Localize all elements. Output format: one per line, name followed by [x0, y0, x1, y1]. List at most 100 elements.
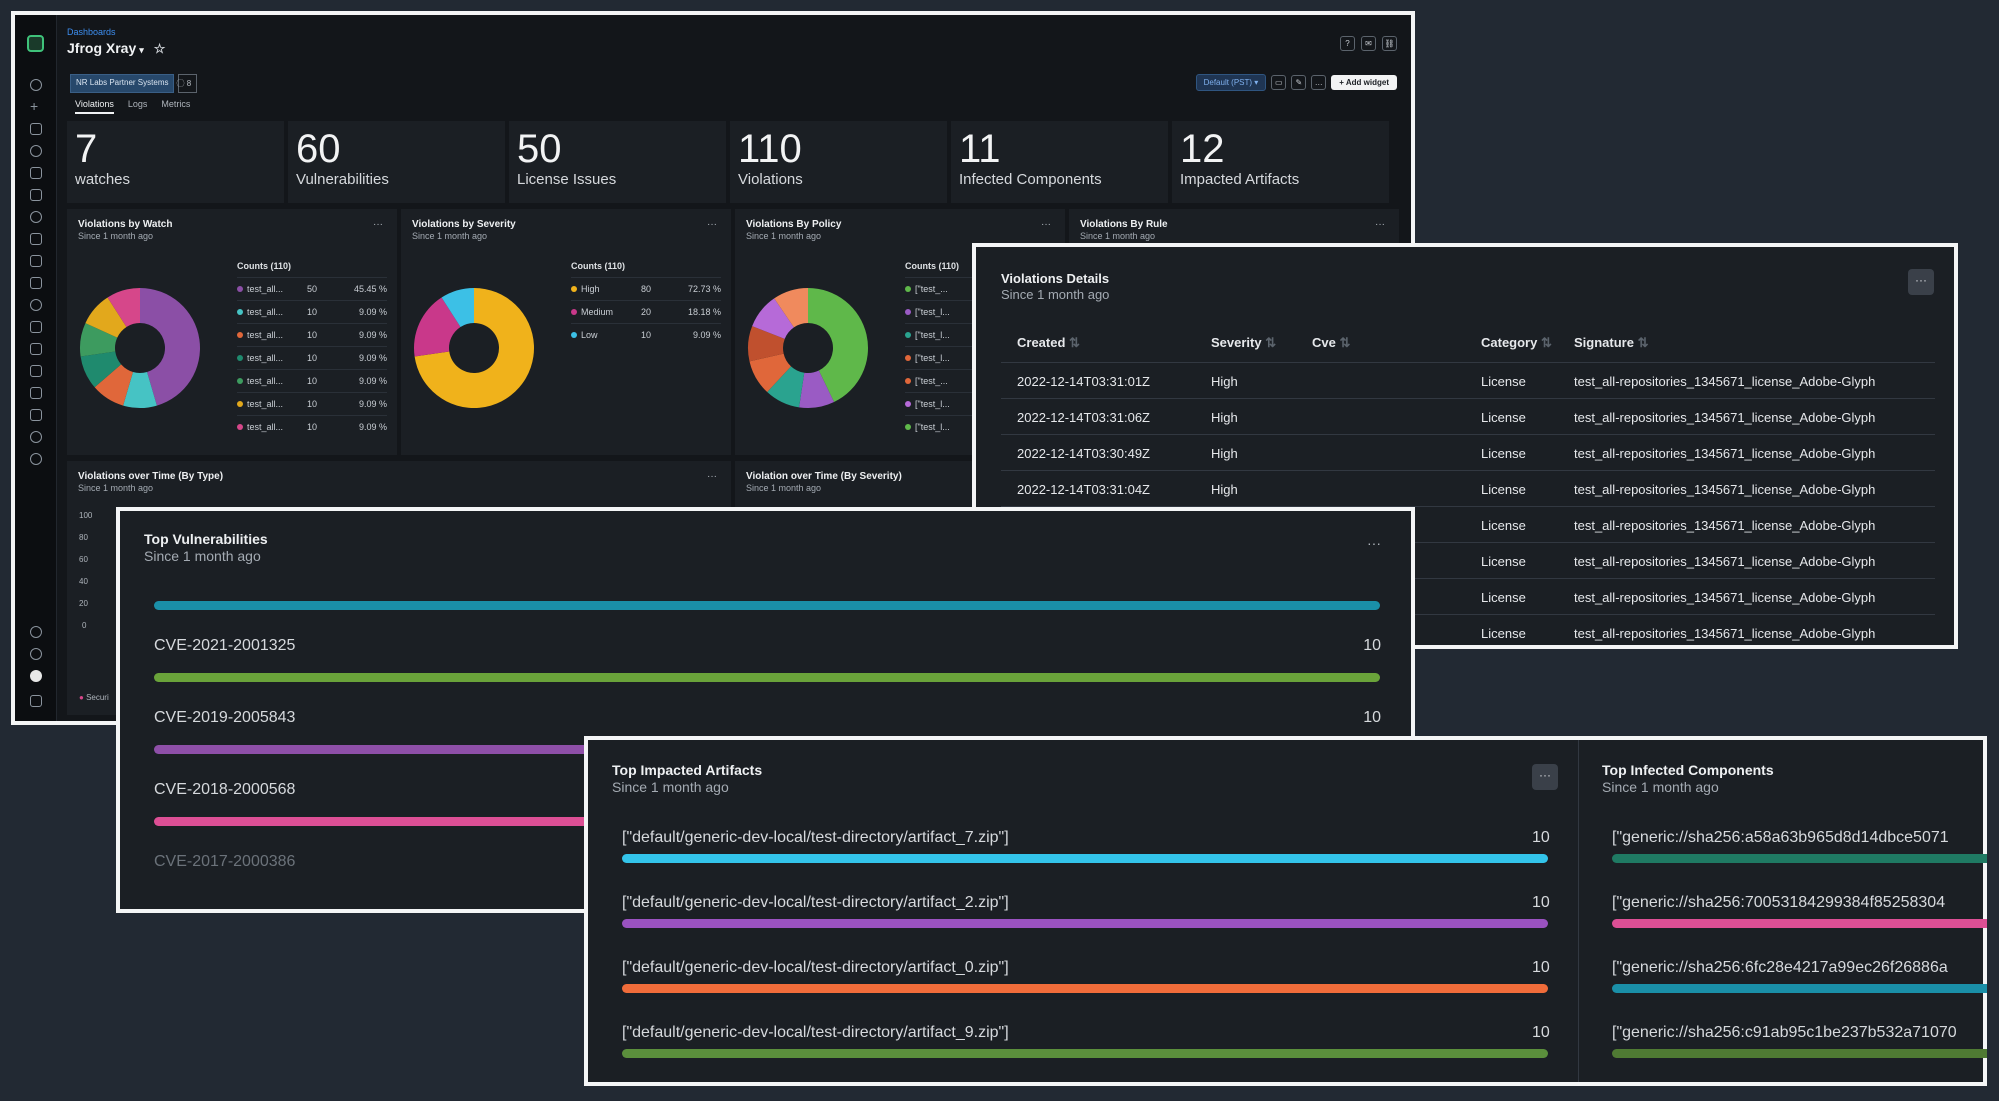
component-bar[interactable] [1612, 919, 1987, 928]
kpi-license-issues[interactable]: 50 License Issues [509, 121, 726, 203]
infra-icon[interactable] [30, 255, 42, 267]
help-icon[interactable] [30, 626, 42, 638]
kpi-impacted-artifacts[interactable]: 12 Impacted Artifacts [1172, 121, 1389, 203]
vulnerability-bar[interactable] [154, 601, 1380, 610]
counts-row[interactable]: Low 10 9.09 % [571, 323, 721, 346]
component-label[interactable]: ["generic://sha256:70053184299384f852583… [1612, 894, 1946, 911]
link-icon[interactable]: ⛓ [1382, 36, 1397, 51]
add-icon[interactable]: + [30, 98, 39, 114]
collapse-nav-icon[interactable] [30, 695, 42, 707]
counts-row[interactable]: ["test_l... [905, 415, 975, 438]
counts-row[interactable]: test_all... 10 9.09 % [237, 323, 387, 346]
counts-row[interactable]: Medium 20 18.18 % [571, 300, 721, 323]
artifact-label[interactable]: ["default/generic-dev-local/test-directo… [622, 829, 1009, 846]
table-row[interactable]: License test_all-repositories_1345671_lic… [1001, 614, 1935, 650]
panel-menu-icon[interactable]: ··· [1367, 535, 1381, 551]
account-tag[interactable]: NR Labs Partner Systems [70, 74, 175, 93]
apm-icon[interactable] [30, 145, 42, 157]
donut-slice[interactable] [767, 366, 805, 408]
counts-row[interactable]: ["test_... [905, 277, 975, 300]
donut-slice[interactable] [85, 297, 127, 338]
donut-slice[interactable] [774, 288, 808, 328]
panel-menu-button[interactable]: ··· [1908, 269, 1934, 295]
donut-slice[interactable] [748, 326, 785, 362]
component-label[interactable]: ["generic://sha256:a58a63b965d8d14dbce50… [1612, 829, 1949, 846]
top-artifacts-window[interactable]: Top Impacted Artifacts Since 1 month ago… [584, 736, 1987, 1086]
sort-icon[interactable]: ⇅ [1069, 335, 1080, 350]
donut-slice[interactable] [94, 364, 133, 406]
table-row[interactable]: 2022-12-14T03:31:01Z High License test_all-… [1001, 362, 1935, 398]
counts-row[interactable]: High 80 72.73 % [571, 277, 721, 300]
table-row[interactable]: 2022-12-14T03:30:49Z High License test_all-… [1001, 434, 1935, 470]
panel-menu-button[interactable]: ··· [1532, 764, 1558, 790]
sort-icon[interactable]: ⇅ [1265, 335, 1277, 350]
sort-icon[interactable]: ⇅ [1637, 335, 1649, 350]
component-label[interactable]: ["generic://sha256:6fc28e4217a99ec26f268… [1612, 959, 1948, 976]
component-bar[interactable] [1612, 854, 1987, 863]
counts-row[interactable]: ["test_l... [905, 300, 975, 323]
vulnerability-label[interactable]: CVE-2017-2000386 [154, 853, 296, 870]
panel-violations-by-watch[interactable]: Violations by Watch Since 1 month ago ··… [67, 209, 397, 455]
donut-slice[interactable] [80, 323, 118, 357]
add-widget-button[interactable]: + Add widget [1331, 75, 1397, 90]
dashboard-icon[interactable] [30, 233, 42, 245]
vulnerability-label[interactable]: CVE-2019-2005843 [154, 709, 296, 726]
kpi-violations[interactable]: 110 Violations [730, 121, 947, 203]
donut-slice[interactable] [107, 288, 140, 327]
artifact-bar[interactable] [622, 1049, 1548, 1058]
donut-slice[interactable] [140, 288, 201, 406]
donut-slice[interactable] [414, 297, 461, 357]
column-header-created[interactable]: Created ⇅ [1017, 335, 1080, 351]
artifact-label[interactable]: ["default/generic-dev-local/test-directo… [622, 959, 1009, 976]
vulnerability-label[interactable]: CVE-2018-2000568 [154, 781, 296, 798]
timezone-picker[interactable]: Default (PST) ▾ [1195, 74, 1267, 91]
component-label[interactable]: ["generic://sha256:c91ab95c1be237b532a71… [1612, 1024, 1957, 1041]
mail-icon[interactable]: ✉ [1361, 36, 1376, 51]
logs-icon[interactable] [30, 277, 42, 289]
kpi-watches[interactable]: 7 watches [67, 121, 284, 203]
artifact-label[interactable]: ["default/generic-dev-local/test-directo… [622, 894, 1009, 911]
donut-slice[interactable] [441, 288, 474, 327]
counts-row[interactable]: test_all... 10 9.09 % [237, 415, 387, 438]
counts-row[interactable]: test_all... 50 45.45 % [237, 277, 387, 300]
alerts-icon[interactable] [30, 299, 42, 311]
mobile-icon[interactable] [30, 189, 42, 201]
panel-menu-icon[interactable]: ··· [707, 219, 717, 230]
artifact-label[interactable]: ["default/generic-dev-local/test-directo… [622, 1024, 1009, 1041]
component-bar[interactable] [1612, 1049, 1987, 1058]
page-title[interactable]: Jfrog Xray ▾ ☆ [67, 40, 165, 57]
breadcrumb[interactable]: Dashboards [67, 27, 116, 37]
edit-icon[interactable]: ✎ [1291, 75, 1307, 90]
artifact-bar[interactable] [622, 919, 1548, 928]
table-row[interactable]: 2022-12-14T03:31:06Z High License test_all-… [1001, 398, 1935, 434]
donut-slice[interactable] [414, 288, 534, 408]
counts-row[interactable]: test_all... 10 9.09 % [237, 392, 387, 415]
apps-icon[interactable] [30, 123, 42, 135]
tv-mode-icon[interactable]: ▭ [1271, 75, 1287, 90]
donut-slice[interactable] [799, 370, 835, 408]
tab-metrics[interactable]: Metrics [161, 99, 191, 109]
vulnerability-label[interactable]: CVE-2021-2001325 [154, 637, 296, 654]
counts-row[interactable]: ["test_l... [905, 346, 975, 369]
counts-row[interactable]: ["test_l... [905, 392, 975, 415]
donut-slice[interactable] [80, 351, 122, 388]
panel-menu-icon[interactable]: ··· [373, 219, 383, 230]
counts-row[interactable]: ["test_l... [905, 323, 975, 346]
chart-icon[interactable] [30, 343, 42, 355]
vulnerability-bar[interactable] [154, 673, 1380, 682]
table-row[interactable]: License test_all-repositories_1345671_lic… [1001, 542, 1935, 578]
donut-slice[interactable] [749, 353, 791, 392]
sort-icon[interactable]: ⇅ [1540, 335, 1552, 350]
panel-menu-icon[interactable]: ··· [707, 471, 717, 482]
table-row[interactable]: 2022-12-14T03:31:04Z High License test_all-… [1001, 470, 1935, 506]
panel-menu-icon[interactable]: ··· [1041, 219, 1051, 230]
column-header-severity[interactable]: Severity ⇅ [1211, 335, 1276, 351]
browser-icon[interactable] [30, 167, 42, 179]
donut-slice[interactable] [123, 371, 157, 408]
newrelic-logo-icon[interactable] [27, 35, 44, 52]
counts-row[interactable]: test_all... 10 9.09 % [237, 300, 387, 323]
search-icon[interactable] [30, 79, 42, 91]
column-header-category[interactable]: Category ⇅ [1481, 335, 1552, 351]
column-header-cve[interactable]: Cve ⇅ [1312, 335, 1350, 351]
kpi-infected-components[interactable]: 11 Infected Components [951, 121, 1168, 203]
